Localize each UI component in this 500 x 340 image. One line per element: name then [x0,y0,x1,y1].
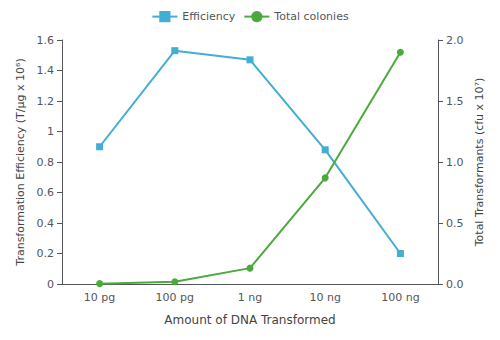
svg-text:Total Transformants (cfu x 10⁷: Total Transformants (cfu x 10⁷) [473,78,486,248]
svg-text:1.0: 1.0 [446,156,464,169]
svg-text:1.4: 1.4 [37,64,55,77]
svg-text:0.6: 0.6 [37,186,55,199]
svg-text:0: 0 [47,278,54,291]
svg-text:Transformation Efficiency (T/µ: Transformation Efficiency (T/µg x 10⁶) [14,58,27,266]
svg-text:1.5: 1.5 [446,95,464,108]
svg-text:1 ng: 1 ng [238,291,262,304]
svg-text:0.4: 0.4 [37,217,55,230]
svg-text:0.8: 0.8 [37,156,55,169]
svg-text:0.5: 0.5 [446,217,464,230]
svg-text:100 ng: 100 ng [381,291,419,304]
svg-text:1.6: 1.6 [37,34,55,47]
svg-text:Efficiency: Efficiency [182,10,235,23]
svg-text:2.0: 2.0 [446,34,464,47]
svg-text:10 pg: 10 pg [84,291,115,304]
svg-text:0.0: 0.0 [446,278,464,291]
svg-text:100 pg: 100 pg [156,291,194,304]
svg-text:Amount of DNA Transformed: Amount of DNA Transformed [164,313,335,327]
svg-text:0.2: 0.2 [37,247,55,260]
svg-text:1.2: 1.2 [37,95,55,108]
svg-text:10 ng: 10 ng [309,291,340,304]
svg-text:1: 1 [47,125,54,138]
svg-text:Total colonies: Total colonies [273,10,349,23]
